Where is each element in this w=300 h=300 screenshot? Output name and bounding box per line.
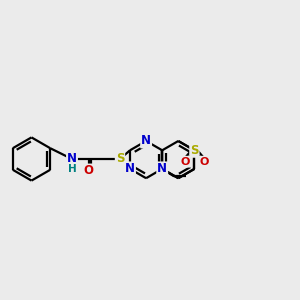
Text: S: S (190, 144, 199, 157)
Text: O: O (180, 157, 190, 167)
Text: O: O (199, 157, 209, 167)
Text: O: O (83, 164, 94, 178)
Text: N: N (157, 162, 167, 176)
Text: N: N (141, 134, 151, 148)
Text: N: N (67, 152, 77, 166)
Text: H: H (68, 164, 76, 174)
Text: N: N (125, 162, 135, 176)
Text: S: S (116, 152, 124, 166)
